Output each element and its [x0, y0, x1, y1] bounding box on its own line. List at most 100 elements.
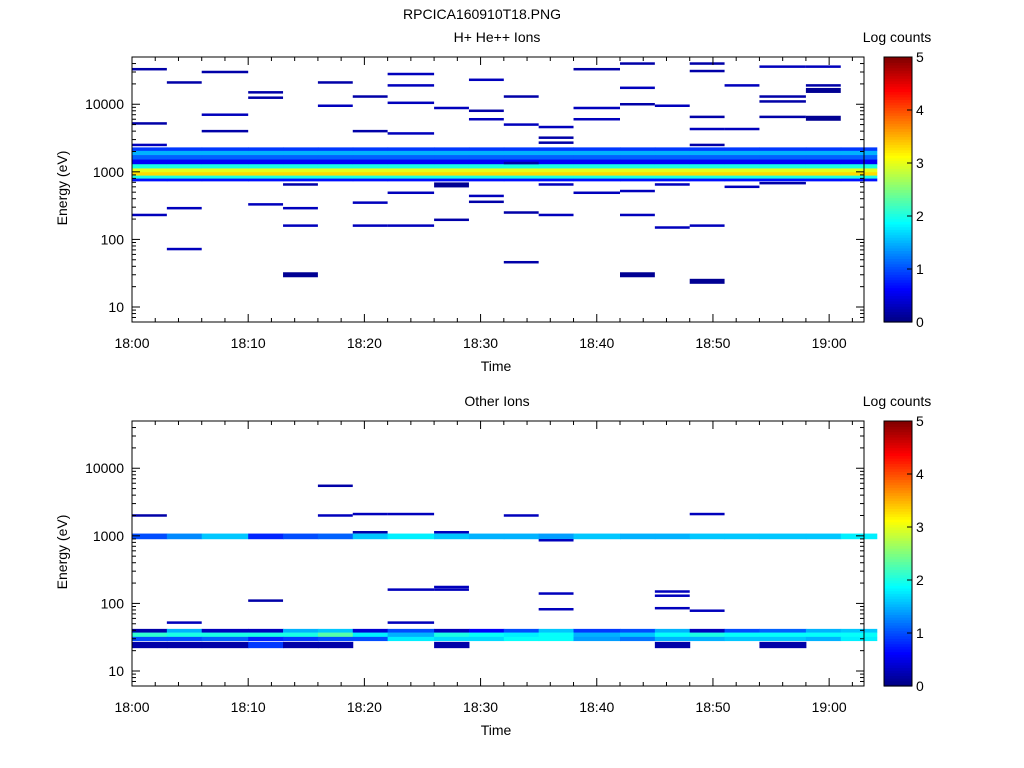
heatmap-cell	[573, 191, 620, 195]
colorbar-segment	[884, 263, 912, 267]
heatmap-cell	[689, 143, 725, 147]
colorbar-label: Log counts	[863, 29, 932, 45]
heatmap-cell	[724, 168, 760, 173]
heatmap-cell	[689, 127, 725, 131]
heatmap-cell	[805, 533, 842, 540]
heatmap-cell	[538, 141, 574, 144]
heatmap-cell	[573, 155, 621, 160]
colorbar-segment	[884, 532, 912, 536]
heatmap-cell	[317, 175, 354, 179]
heatmap-cell	[166, 628, 203, 633]
heatmap-cell	[132, 636, 168, 642]
colorbar-segment	[884, 311, 912, 315]
colorbar-segment	[884, 617, 912, 621]
colorbar-segment	[884, 505, 912, 510]
heatmap-cell	[759, 636, 807, 642]
colorbar-segment	[884, 279, 912, 283]
heatmap-cell	[573, 117, 620, 121]
heatmap-cell	[759, 65, 806, 68]
colorbar-segment	[884, 577, 912, 581]
heatmap-cell	[166, 621, 202, 624]
heatmap-cell	[840, 178, 878, 182]
heatmap-cell	[689, 159, 726, 165]
heatmap-cell	[724, 84, 760, 87]
colorbar-segment	[884, 94, 912, 98]
colorbar-segment	[884, 290, 912, 294]
colorbar-segment	[884, 205, 912, 209]
colorbar-segment	[884, 662, 912, 666]
plot-frame	[131, 56, 865, 323]
heatmap-cell	[434, 178, 470, 182]
heatmap-cell	[759, 150, 807, 156]
colorbar-segment	[884, 537, 912, 541]
colorbar-segment	[884, 447, 912, 451]
colorbar-segment	[884, 276, 912, 281]
heatmap-cell	[805, 150, 842, 156]
colorbar-segment	[884, 123, 912, 127]
heatmap-cell	[468, 147, 505, 152]
heatmap-cell	[283, 164, 319, 169]
colorbar-segment	[884, 271, 912, 275]
colorbar-segment	[884, 606, 912, 610]
heatmap-cell	[538, 125, 574, 129]
heatmap-cell	[283, 636, 319, 642]
colorbar-segment	[884, 534, 912, 539]
heatmap-cell	[620, 168, 656, 173]
heatmap-cell	[201, 533, 249, 540]
colorbar-segment	[884, 492, 912, 496]
colorbar-segment	[884, 643, 912, 647]
heatmap-cell	[573, 67, 620, 71]
x-tick-label: 18:30	[463, 335, 498, 351]
heatmap-cell	[654, 178, 691, 182]
heatmap-cell	[724, 175, 760, 179]
colorbar-segment	[884, 489, 912, 494]
heatmap-cell	[132, 641, 168, 649]
colorbar-segment	[884, 664, 912, 669]
heatmap-cell	[248, 636, 284, 642]
colorbar-segment	[884, 527, 912, 531]
colorbar-segment	[884, 513, 912, 517]
colorbar-segment	[884, 495, 912, 499]
heatmap-cell	[317, 514, 353, 517]
heatmap-cell	[166, 175, 203, 179]
heatmap-cell	[132, 632, 168, 638]
heatmap-cell	[352, 628, 389, 633]
colorbar-segment	[884, 474, 912, 478]
heatmap-cell	[689, 69, 725, 73]
heatmap-cell	[434, 632, 470, 638]
heatmap-cell	[468, 636, 505, 642]
colorbar-segment	[884, 115, 912, 119]
colorbar-segment	[884, 580, 912, 584]
heatmap-cell	[620, 533, 656, 540]
heatmap-cell	[573, 636, 621, 642]
x-tick-label: 18:10	[231, 699, 266, 715]
heatmap-cell	[283, 632, 319, 638]
colorbar-tick-label: 2	[916, 572, 924, 588]
heatmap-cell	[805, 168, 842, 173]
colorbar-segment	[884, 444, 912, 449]
heatmap-cell	[434, 530, 469, 534]
colorbar-segment	[884, 62, 912, 66]
heatmap-cell	[166, 533, 203, 540]
heatmap-cell	[689, 62, 725, 65]
colorbar-segment	[884, 295, 912, 299]
heatmap-cell	[503, 260, 539, 264]
colorbar-segment	[884, 300, 912, 305]
heatmap-cell	[654, 159, 691, 165]
colorbar-segment	[884, 136, 912, 140]
colorbar-segment	[884, 112, 912, 116]
heatmap-cell	[620, 150, 656, 156]
heatmap-cell	[468, 194, 504, 198]
heatmap-cell	[654, 175, 691, 179]
colorbar-segment	[884, 561, 912, 565]
heatmap-cell	[620, 147, 656, 152]
x-axis-label: Time	[481, 722, 512, 738]
colorbar-segment	[884, 553, 912, 557]
colorbar-segment	[884, 107, 912, 111]
colorbar-tick-label: 0	[916, 314, 924, 330]
colorbar-segment	[884, 450, 912, 454]
y-axis-label: Energy (eV)	[54, 151, 70, 226]
heatmap-cell	[759, 115, 806, 119]
heatmap-cell	[434, 585, 469, 589]
heatmap-cell	[573, 150, 621, 156]
